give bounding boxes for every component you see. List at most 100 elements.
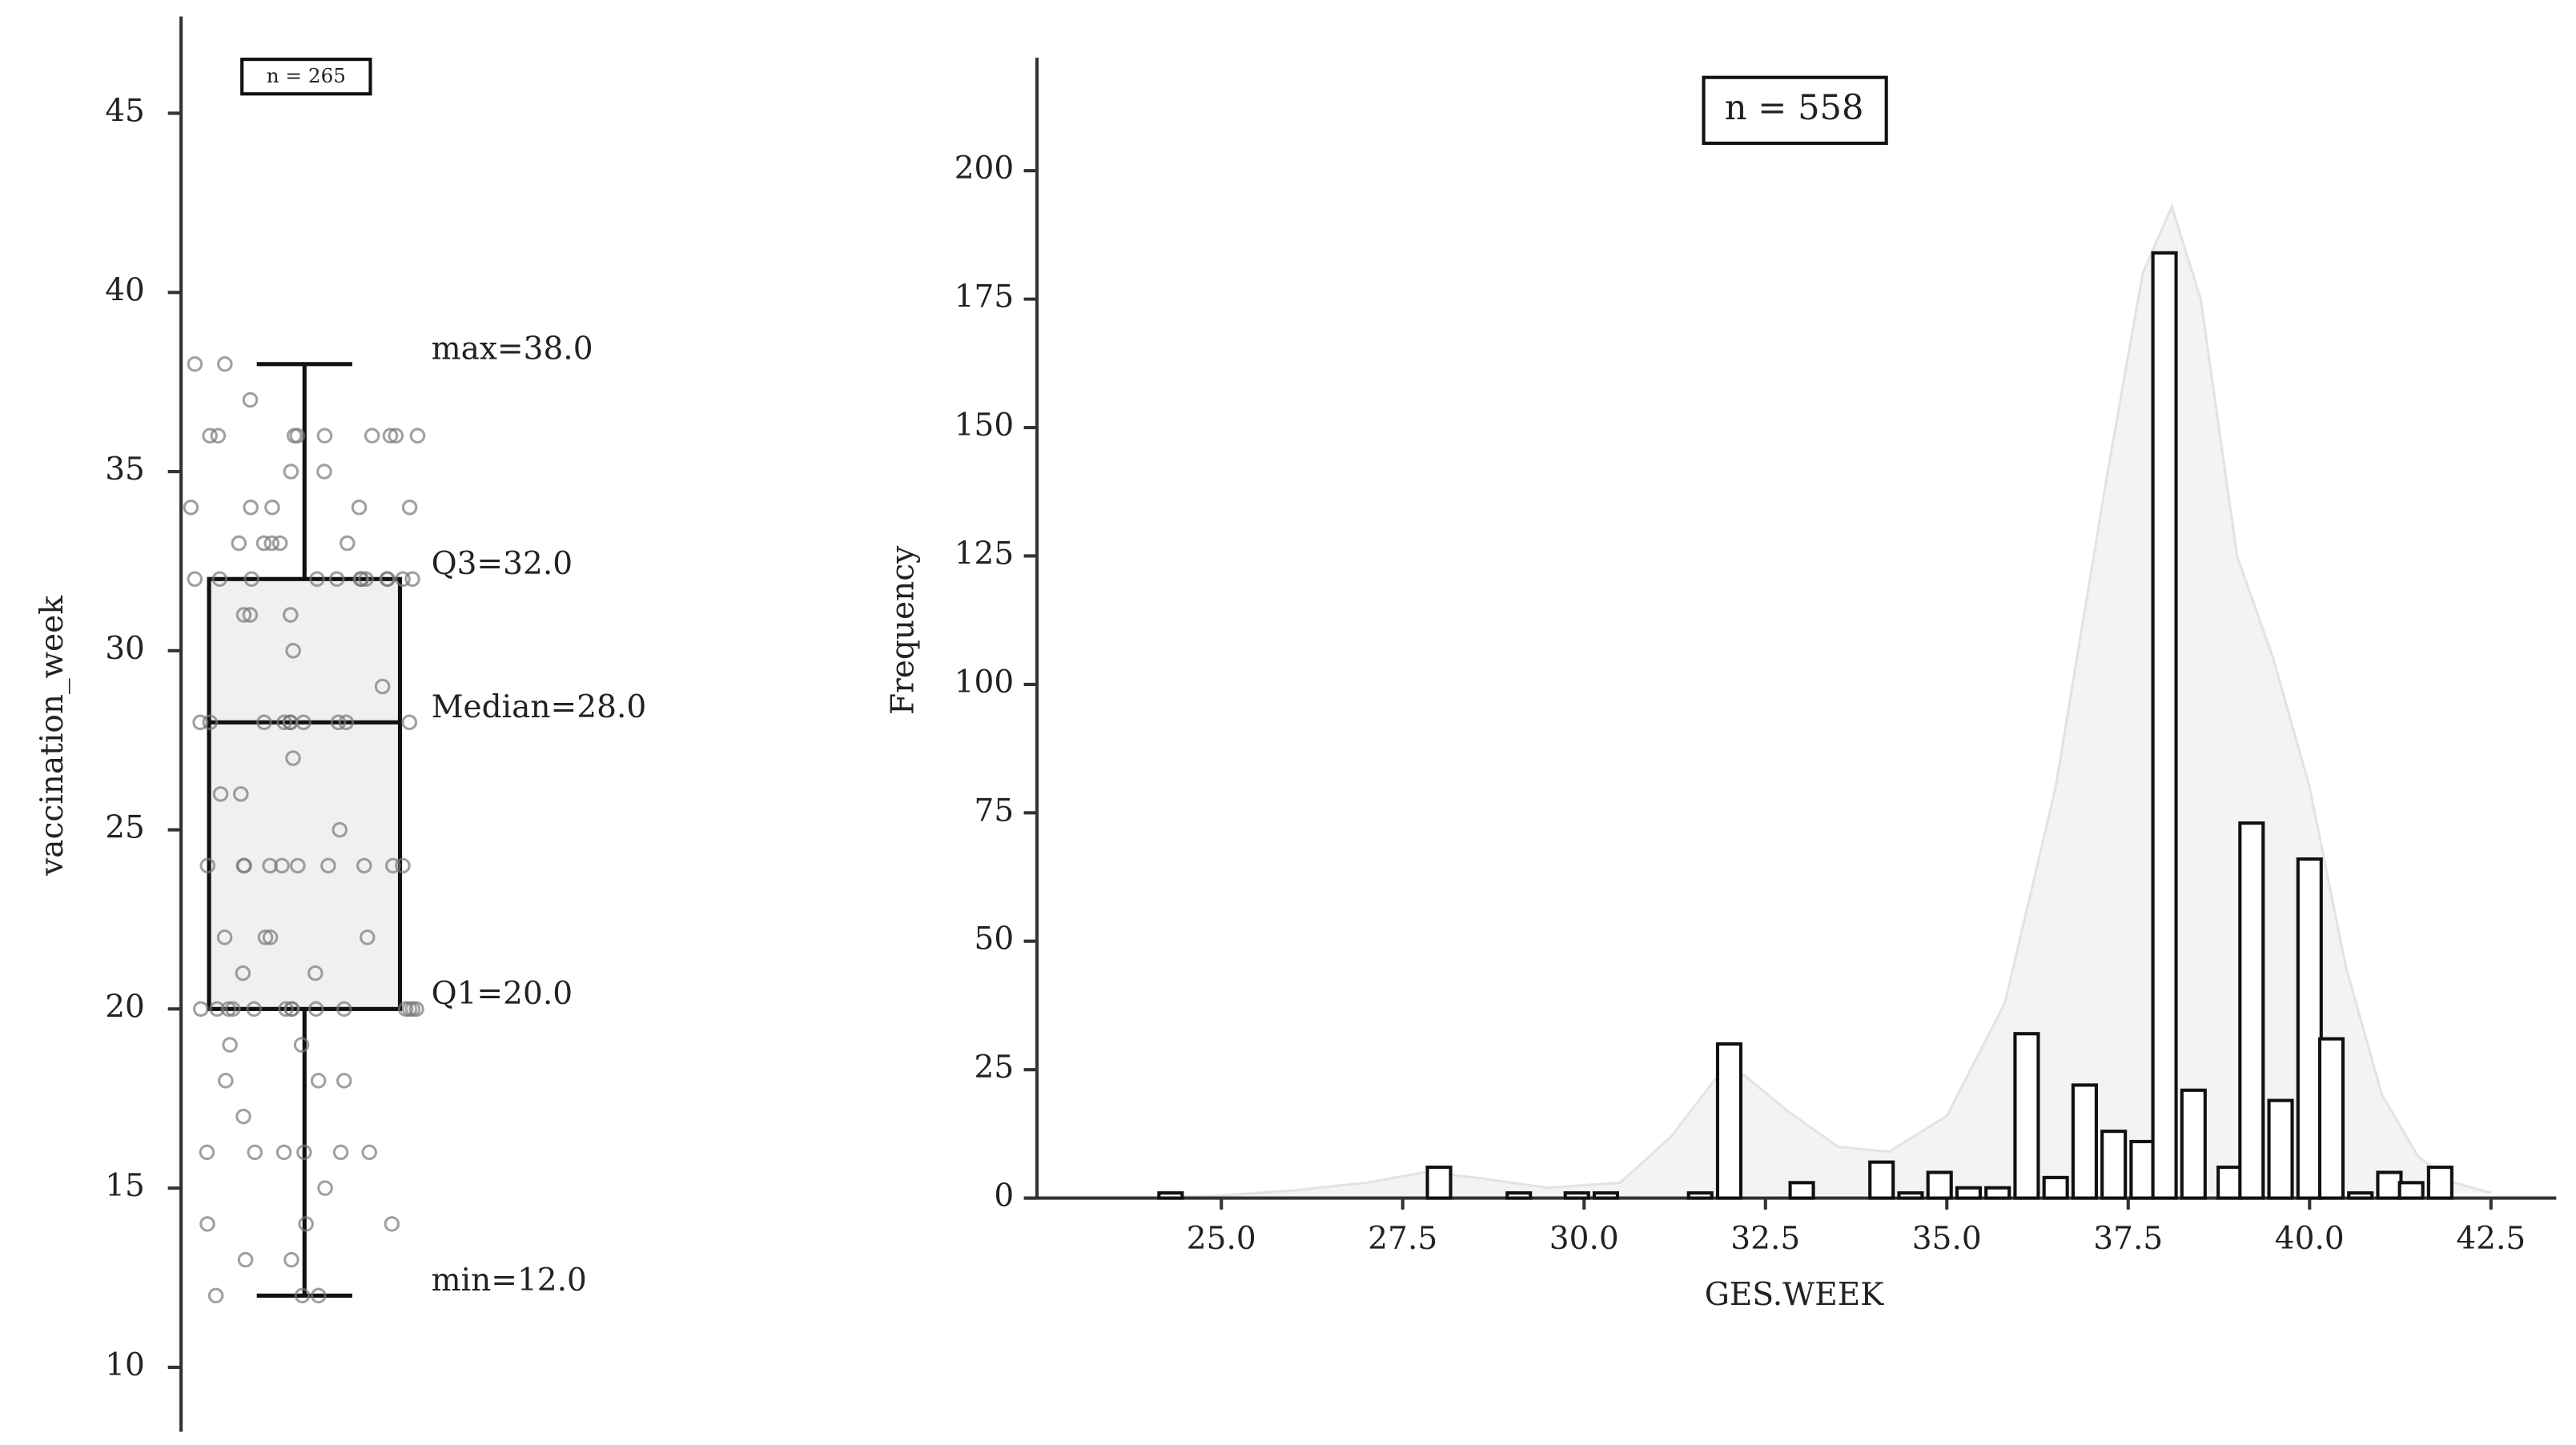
y-axis-title: vaccination_week — [34, 596, 70, 877]
point — [199, 1216, 215, 1232]
x-tick-label: 32.5 — [1730, 1221, 1800, 1257]
bar — [2129, 1139, 2156, 1200]
annotation: max=38.0 — [432, 331, 593, 367]
point — [338, 714, 355, 731]
point — [278, 1001, 294, 1018]
point — [283, 607, 299, 623]
annotation: n = 265 — [267, 64, 346, 87]
y-tick-label: 35 — [105, 452, 145, 488]
point — [257, 929, 274, 945]
point — [332, 1144, 349, 1161]
point — [395, 857, 411, 874]
bar — [2238, 821, 2265, 1200]
y-tick-label: 30 — [105, 631, 145, 667]
point — [231, 535, 247, 552]
point — [192, 714, 208, 731]
point — [243, 500, 259, 516]
point — [262, 857, 278, 874]
point — [332, 821, 348, 838]
point — [307, 1001, 324, 1018]
bar — [2426, 1166, 2453, 1200]
bar — [2071, 1083, 2098, 1200]
point — [220, 1001, 237, 1018]
point — [380, 571, 396, 588]
bar — [1592, 1191, 1620, 1200]
point — [275, 1144, 292, 1161]
point — [263, 535, 280, 552]
point — [209, 1001, 225, 1018]
point — [285, 750, 301, 766]
bar — [1897, 1191, 1924, 1200]
point — [274, 857, 290, 874]
point — [211, 571, 228, 588]
point — [316, 427, 333, 444]
point — [242, 391, 259, 408]
annotation: min=12.0 — [432, 1262, 587, 1298]
bar — [2397, 1181, 2425, 1200]
point — [408, 1001, 424, 1018]
y-tick-label: 15 — [105, 1168, 145, 1204]
point — [199, 857, 216, 874]
bar — [2013, 1032, 2040, 1200]
point — [207, 1287, 224, 1304]
y-tick-label: 10 — [105, 1347, 145, 1383]
point — [340, 535, 356, 552]
bar — [1868, 1160, 1895, 1200]
y-tick-label: 175 — [954, 279, 1015, 315]
point — [183, 500, 199, 516]
point — [246, 1001, 262, 1018]
bar — [1505, 1191, 1533, 1200]
point — [202, 714, 219, 731]
x-tick-label: 40.0 — [2275, 1221, 2345, 1257]
point — [247, 1144, 263, 1161]
annotation: Q3=32.0 — [432, 546, 573, 582]
bar — [2100, 1130, 2128, 1200]
point — [404, 571, 420, 588]
point — [384, 1216, 400, 1232]
point — [285, 643, 301, 659]
bar — [1955, 1186, 1983, 1200]
annotation: n = 558 — [1725, 88, 1864, 128]
point — [187, 356, 203, 372]
box — [207, 576, 403, 1011]
y-tick-label: 20 — [105, 989, 145, 1025]
point — [216, 929, 233, 945]
point — [235, 1108, 251, 1125]
bar — [2216, 1166, 2244, 1200]
point — [309, 571, 325, 588]
bar — [1926, 1170, 1953, 1200]
point — [235, 607, 252, 623]
y-tick-label: 75 — [975, 793, 1015, 829]
point — [310, 1073, 327, 1089]
point — [361, 1144, 377, 1161]
point — [328, 571, 345, 588]
point — [290, 857, 306, 874]
point — [225, 1001, 241, 1018]
bar — [1686, 1191, 1714, 1200]
annotation: Q1=20.0 — [432, 976, 573, 1012]
point — [409, 427, 426, 444]
x-axis-title: GES.WEEK — [1705, 1277, 1885, 1313]
point — [217, 356, 233, 372]
point — [401, 1001, 418, 1018]
x-tick-label: 27.5 — [1368, 1221, 1437, 1257]
x-tick-label: 30.0 — [1549, 1221, 1619, 1257]
point — [351, 500, 368, 516]
point — [364, 427, 380, 444]
point — [212, 786, 229, 802]
annotation: Median=28.0 — [432, 689, 647, 725]
point — [374, 678, 391, 695]
point — [307, 965, 324, 981]
y-tick-label: 50 — [975, 921, 1015, 957]
bar — [2317, 1037, 2345, 1200]
point — [385, 857, 401, 874]
point — [271, 535, 288, 552]
bar — [2042, 1175, 2069, 1200]
y-tick-label: 150 — [954, 407, 1015, 444]
point — [235, 857, 252, 874]
bar — [1563, 1191, 1590, 1200]
y-tick-label: 0 — [994, 1178, 1014, 1214]
point — [353, 571, 370, 588]
annotation-frame — [240, 58, 372, 96]
point — [282, 714, 299, 731]
